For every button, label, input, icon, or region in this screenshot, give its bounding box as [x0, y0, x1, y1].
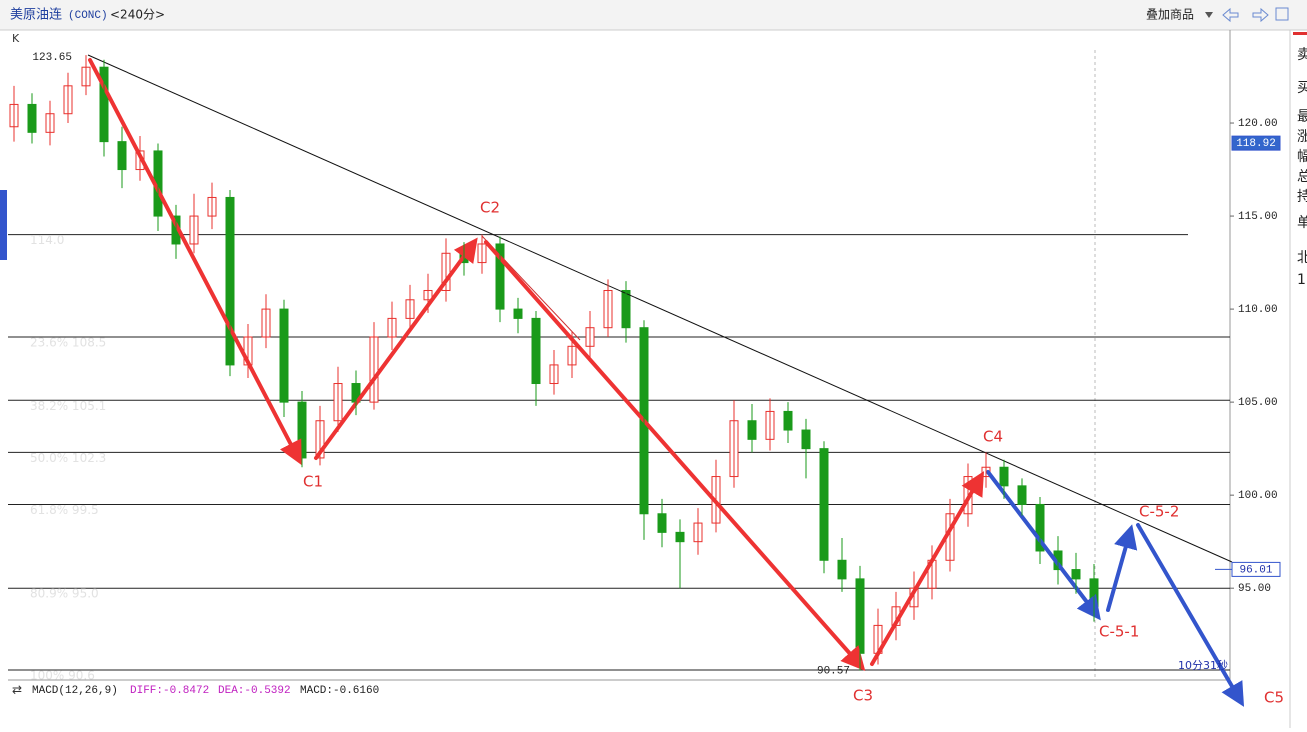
- price-tag: 118.92: [1236, 138, 1276, 150]
- y-tick-label: 100.00: [1238, 490, 1278, 502]
- trend-line: [87, 54, 1233, 563]
- macd-diff: DIFF:-0.8472: [130, 685, 209, 697]
- y-tick-label: 105.00: [1238, 397, 1278, 409]
- back-icon[interactable]: [1222, 7, 1239, 23]
- arrow: [986, 470, 1101, 621]
- wave-label: C3: [853, 687, 873, 705]
- panel-accent: [1293, 32, 1307, 35]
- y-tick-label: 120.00: [1238, 118, 1278, 130]
- wave-label: C-5-2: [1139, 503, 1179, 521]
- timer: 10分31秒: [1178, 658, 1228, 672]
- side-item: 单: [1297, 215, 1307, 231]
- arrow: [484, 240, 866, 671]
- expand-icon[interactable]: [1275, 7, 1289, 21]
- fib-label: 61.8% 99.5: [30, 503, 99, 517]
- overlay-button[interactable]: 叠加商品: [1146, 7, 1194, 22]
- wave-arrows: [88, 58, 1245, 707]
- code: (CONC): [68, 10, 108, 22]
- side-item: 1: [1297, 272, 1306, 288]
- low-label: 90.57: [817, 666, 850, 678]
- fib-label: 23.6% 108.5: [30, 336, 106, 350]
- arrow: [870, 471, 985, 666]
- top-bar: [0, 0, 1307, 30]
- side-item: 总: [1297, 169, 1307, 185]
- side-tab[interactable]: [0, 190, 7, 260]
- macd-dea: DEA:-0.5392: [218, 685, 291, 697]
- side-item: 卖: [1297, 47, 1307, 63]
- dropdown-icon[interactable]: [1205, 12, 1213, 18]
- arrow: [314, 237, 478, 460]
- arrow: [88, 58, 302, 466]
- k-label: K: [12, 32, 20, 45]
- fib-label: 114.0: [30, 233, 64, 247]
- side-item: 涨: [1297, 129, 1307, 145]
- fib-label: 50.0% 102.3: [30, 451, 106, 465]
- trend-tag: 96.01: [1239, 564, 1272, 576]
- wave-label: C-5-1: [1099, 623, 1139, 641]
- side-item: 北: [1297, 250, 1307, 266]
- high-label: 123.65: [32, 52, 72, 64]
- fib-label: 100% 90.6: [30, 669, 95, 683]
- side-item: 买: [1297, 80, 1307, 96]
- side-item: 幅: [1297, 149, 1307, 165]
- price-tag-box: [1231, 135, 1281, 151]
- wave-label: C2: [480, 199, 500, 217]
- wave-label: C5: [1264, 689, 1284, 707]
- arrow: [1106, 524, 1138, 612]
- side-item: 最: [1297, 109, 1307, 125]
- y-tick-label: 115.00: [1238, 211, 1278, 223]
- arrow: [1136, 523, 1245, 707]
- macd-value: MACD:-0.6160: [300, 685, 379, 697]
- y-tick-label: 95.00: [1238, 583, 1271, 595]
- fib-label: 38.2% 105.1: [30, 399, 106, 413]
- y-tick-label: 110.00: [1238, 304, 1278, 316]
- fib-label: 80.9% 95.0: [30, 587, 99, 601]
- period[interactable]: <240分>: [110, 8, 165, 22]
- forward-icon[interactable]: [1252, 7, 1269, 23]
- trend-tag-box: [1231, 561, 1281, 577]
- wave-label: C1: [303, 473, 323, 491]
- macd-icon[interactable]: ⇄: [12, 683, 22, 697]
- macd-title: MACD(12,26,9): [32, 685, 118, 697]
- wave-label: C4: [983, 428, 1003, 446]
- side-item: 持: [1297, 189, 1307, 205]
- symbol: 美原油连: [10, 7, 62, 23]
